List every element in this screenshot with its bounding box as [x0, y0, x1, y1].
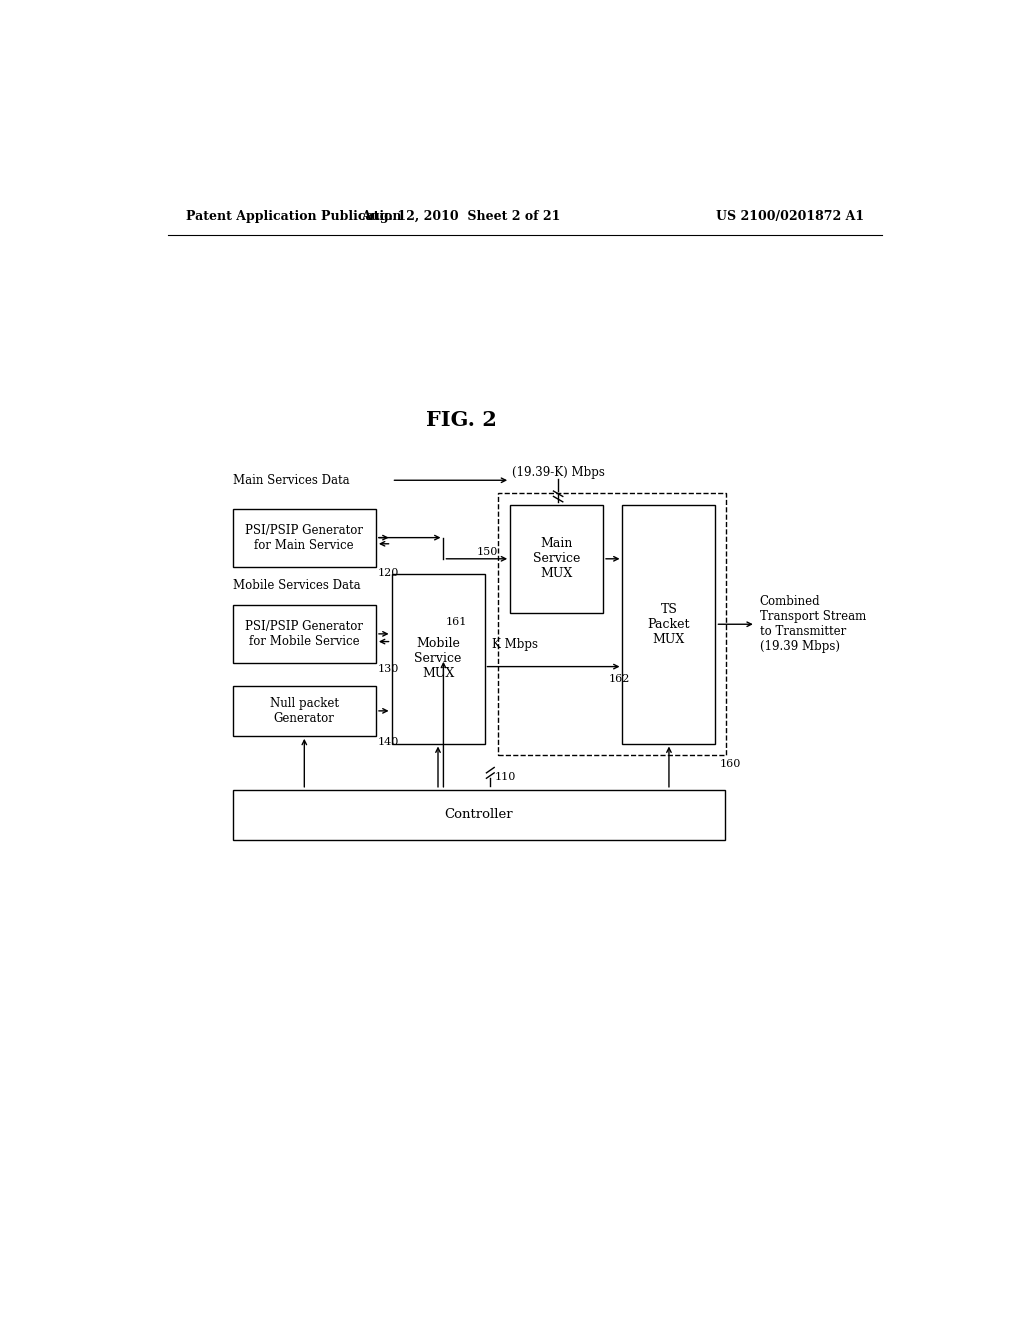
Text: PSI/PSIP Generator
for Main Service: PSI/PSIP Generator for Main Service	[246, 524, 364, 552]
Text: Null packet
Generator: Null packet Generator	[269, 697, 339, 725]
Text: US 2100/0201872 A1: US 2100/0201872 A1	[716, 210, 864, 223]
Text: 162: 162	[608, 675, 630, 684]
Text: Combined
Transport Stream
to Transmitter
(19.39 Mbps): Combined Transport Stream to Transmitter…	[760, 595, 866, 653]
Bar	[232, 508, 376, 566]
Text: K Mbps: K Mbps	[493, 638, 539, 651]
Text: 110: 110	[495, 772, 515, 781]
Text: 160: 160	[719, 759, 740, 770]
Bar	[232, 789, 725, 840]
Text: 130: 130	[378, 664, 399, 675]
Bar	[232, 686, 376, 737]
Text: 120: 120	[378, 568, 399, 578]
Bar	[232, 605, 376, 663]
Text: Aug. 12, 2010  Sheet 2 of 21: Aug. 12, 2010 Sheet 2 of 21	[361, 210, 561, 223]
Text: PSI/PSIP Generator
for Mobile Service: PSI/PSIP Generator for Mobile Service	[246, 620, 364, 648]
Text: Mobile
Service
MUX: Mobile Service MUX	[415, 638, 462, 680]
Text: FIG. 2: FIG. 2	[426, 411, 497, 430]
Text: Main Services Data: Main Services Data	[232, 474, 349, 487]
Text: TS
Packet
MUX: TS Packet MUX	[648, 603, 690, 645]
Text: Mobile Services Data: Mobile Services Data	[232, 579, 360, 593]
Text: 150: 150	[477, 548, 498, 557]
Text: 161: 161	[445, 616, 467, 627]
Bar	[391, 574, 484, 743]
Text: 140: 140	[378, 738, 399, 747]
Bar	[498, 494, 726, 755]
Text: Controller: Controller	[444, 808, 513, 821]
Bar	[510, 506, 603, 612]
Text: (19.39-K) Mbps: (19.39-K) Mbps	[512, 466, 604, 479]
Bar	[623, 506, 716, 743]
Text: Patent Application Publication: Patent Application Publication	[186, 210, 401, 223]
Text: Main
Service
MUX: Main Service MUX	[532, 537, 581, 581]
